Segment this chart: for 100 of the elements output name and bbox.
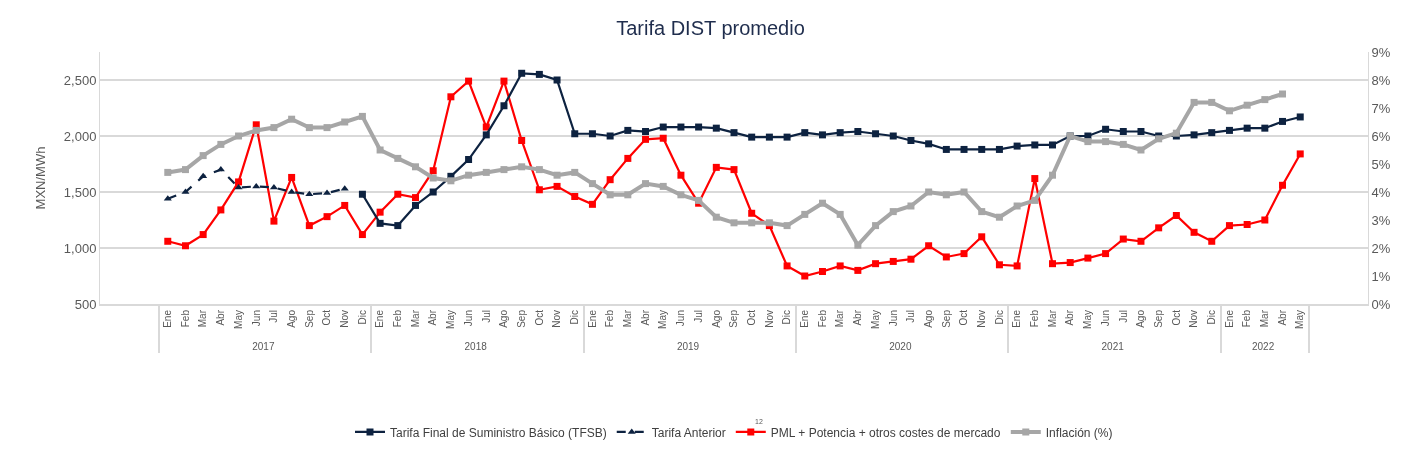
point <box>1013 142 1021 150</box>
x-tick-label: Sep <box>303 309 315 328</box>
point <box>252 182 261 189</box>
x-tick-label: Feb <box>1029 309 1041 328</box>
point <box>1261 124 1269 132</box>
point <box>960 145 968 153</box>
x-tick-label: Abr <box>639 309 651 326</box>
y-tick-label: 2,000 <box>63 128 97 144</box>
y-tick-label: 1,500 <box>63 184 97 200</box>
x-tick-label: Feb <box>392 309 404 328</box>
legend-label: Tarifa Anterior <box>651 425 726 440</box>
x-tick-label: Ago <box>922 309 934 328</box>
x-tick-label: Dic <box>569 310 580 325</box>
x-tick-label: Ene <box>162 309 174 328</box>
text: 2020 <box>889 340 912 352</box>
text: 2022 <box>1251 340 1275 352</box>
x-tick-label: Jul <box>480 310 492 323</box>
x-tick-label: Ago <box>710 309 722 328</box>
point <box>925 140 933 148</box>
text: 2018 <box>464 340 488 352</box>
point <box>1031 141 1039 149</box>
x-tick-label: Jul <box>268 310 280 323</box>
point <box>677 123 685 131</box>
point <box>818 131 826 139</box>
legend-label: Tarifa Final de Suministro Básico (TFSB) <box>390 425 607 440</box>
y2-tick-label: 3% <box>1371 212 1391 228</box>
point <box>482 131 490 139</box>
x-tick-label: Abr <box>215 309 227 326</box>
point <box>1243 124 1251 132</box>
x-tick-label: Nov <box>338 310 350 328</box>
x-tick-label: Dic <box>1206 310 1217 325</box>
y2-tick-label: 1% <box>1371 268 1391 284</box>
point <box>1102 125 1110 133</box>
x-tick-label: May <box>445 310 457 329</box>
legend-label: PML + Potencia + otros costes de mercado <box>770 425 1001 440</box>
point <box>553 76 561 84</box>
point <box>518 69 526 77</box>
point <box>571 130 579 138</box>
x-tick-label: Abr <box>1276 309 1288 326</box>
x-tick-label: Feb <box>604 309 616 328</box>
x-tick-label: Dic <box>993 310 1005 325</box>
x-tick-label: May <box>232 310 244 329</box>
point <box>535 70 543 78</box>
x-tick-label: May <box>657 310 669 329</box>
x-tick-label: Ene <box>799 309 811 328</box>
x-tick-label: Mar <box>1046 309 1058 328</box>
y-tick-label: 1,000 <box>63 240 97 256</box>
point <box>1208 129 1216 137</box>
y2-tick-label: 2% <box>1371 240 1391 256</box>
point <box>1190 131 1198 139</box>
x-tick-label: Feb <box>816 309 828 328</box>
x-tick-label: May <box>1082 310 1094 329</box>
x-tick-label: Oct <box>321 309 333 326</box>
x-tick-label: Dic <box>356 310 368 325</box>
point <box>783 133 791 141</box>
x-tick-label: Sep <box>515 309 527 328</box>
point <box>465 156 473 164</box>
x-tick-label: Oct <box>533 309 545 326</box>
point <box>199 172 208 179</box>
y2-tick-label: 0% <box>1371 296 1391 312</box>
x-tick-label: Ago <box>498 309 510 328</box>
point <box>358 190 366 198</box>
point <box>942 145 950 153</box>
x-tick-label: Jun <box>250 310 262 327</box>
point <box>748 133 756 141</box>
point <box>995 145 1003 153</box>
chart-title: Tarifa DIST promedio <box>616 16 805 39</box>
point <box>1225 126 1233 134</box>
y2-tick-label: 5% <box>1371 156 1391 172</box>
x-tick-label: Ene <box>1011 309 1023 328</box>
y2-tick-label: 7% <box>1371 100 1391 116</box>
x-tick-label: Abr <box>852 309 864 326</box>
x-tick-label: Sep <box>1152 309 1164 328</box>
point <box>978 145 986 153</box>
x-tick-label: Sep <box>940 309 952 328</box>
point <box>872 130 880 138</box>
x-tick-label: Feb <box>179 309 191 328</box>
x-tick-label: Ago <box>285 309 297 328</box>
x-tick-label: Ago <box>1135 309 1147 328</box>
x-tick-label: Mar <box>197 309 209 328</box>
y2-tick-label: 4% <box>1371 184 1391 200</box>
point <box>712 124 720 132</box>
x-tick-label: Nov <box>551 310 563 328</box>
y-tick-label: 2,500 <box>63 72 97 88</box>
x-tick-label: Nov <box>975 310 987 328</box>
point <box>606 132 614 140</box>
point <box>1119 128 1127 136</box>
x-tick-label: Jun <box>1099 310 1111 327</box>
x-tick-label: Jul <box>692 310 704 323</box>
point <box>376 219 384 227</box>
x-tick-label: Nov <box>763 310 775 328</box>
x-tick-label: Oct <box>1170 309 1182 326</box>
text: 2021 <box>1101 340 1125 352</box>
x-tick-label: Jun <box>462 310 474 327</box>
point <box>765 133 773 141</box>
point <box>1279 117 1287 125</box>
x-tick-label: Ene <box>586 309 598 328</box>
point <box>1296 113 1304 121</box>
x-tick-label: Abr <box>427 309 439 326</box>
point <box>412 201 419 209</box>
